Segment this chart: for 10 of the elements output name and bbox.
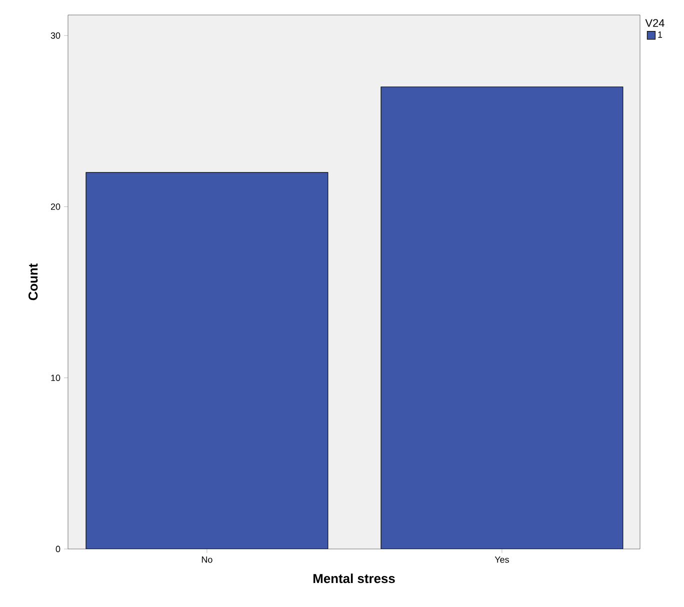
- y-tick-label: 10: [51, 374, 60, 382]
- y-axis-title: Count: [28, 263, 38, 300]
- y-tick-label: 30: [50, 32, 60, 39]
- x-tick-label: No: [202, 556, 212, 563]
- y-tick-label: 20: [50, 204, 60, 210]
- x-axis-title: Mental stress: [313, 574, 395, 584]
- y-tick-label: 0: [56, 546, 60, 552]
- legend-title: V24: [645, 19, 664, 27]
- text: 1: [658, 32, 662, 38]
- x-tick-label: Yes: [494, 556, 509, 563]
